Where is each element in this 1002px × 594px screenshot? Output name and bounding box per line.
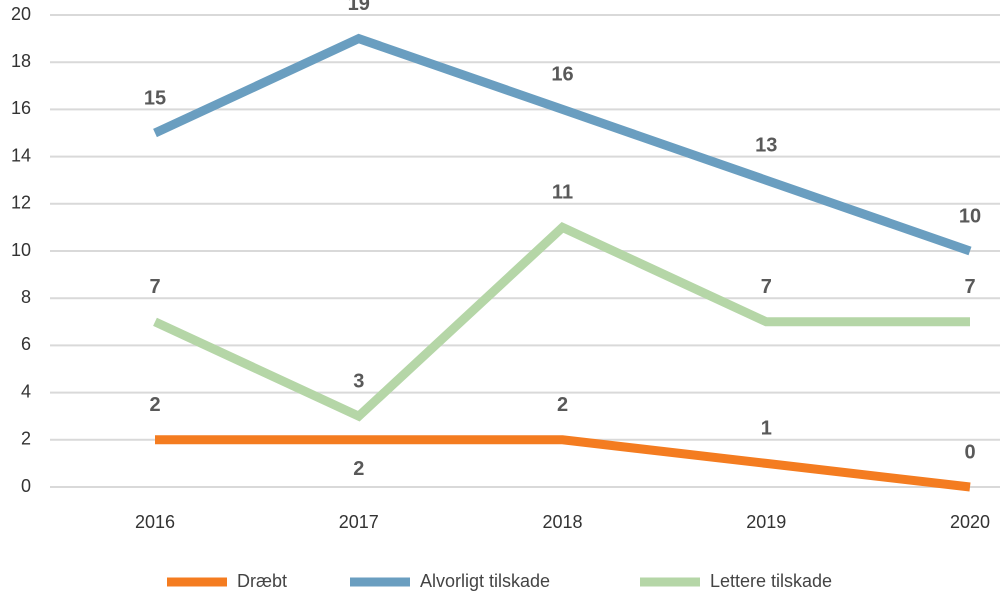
y-tick-label: 0 xyxy=(21,476,31,496)
y-tick-label: 18 xyxy=(11,51,31,71)
y-tick-label: 20 xyxy=(11,4,31,24)
data-label: 11 xyxy=(552,182,573,204)
data-label: 2 xyxy=(149,394,160,416)
data-label: 3 xyxy=(353,370,364,392)
series-line xyxy=(155,435,971,492)
data-label: 1 xyxy=(761,418,772,440)
y-tick-label: 4 xyxy=(21,381,31,401)
data-label: 7 xyxy=(761,276,772,298)
data-label: 0 xyxy=(964,441,975,463)
data-label: 7 xyxy=(149,276,160,298)
x-tick-label: 2017 xyxy=(339,512,379,532)
y-tick-label: 16 xyxy=(11,98,31,118)
data-label: 15 xyxy=(144,87,166,109)
legend-label: Dræbt xyxy=(237,571,287,591)
y-tick-label: 14 xyxy=(11,145,31,165)
data-label: 7 xyxy=(964,276,975,298)
x-tick-label: 2020 xyxy=(950,512,990,532)
series-line xyxy=(153,33,972,256)
data-label: 19 xyxy=(348,0,370,15)
x-tick-label: 2016 xyxy=(135,512,175,532)
legend-label: Alvorligt tilskade xyxy=(420,571,550,591)
x-tick-label: 2018 xyxy=(542,512,582,532)
data-label: 2 xyxy=(557,394,568,416)
y-tick-label: 6 xyxy=(21,334,31,354)
data-label: 10 xyxy=(959,205,981,227)
legend-label: Lettere tilskade xyxy=(710,571,832,591)
y-tick-label: 2 xyxy=(21,429,31,449)
data-label: 16 xyxy=(551,64,573,86)
y-tick-label: 8 xyxy=(21,287,31,307)
y-tick-label: 12 xyxy=(11,193,31,213)
y-tick-label: 10 xyxy=(11,240,31,260)
series-line xyxy=(153,222,970,422)
x-tick-label: 2019 xyxy=(746,512,786,532)
data-label: 13 xyxy=(755,134,777,156)
data-label: 2 xyxy=(353,458,364,480)
